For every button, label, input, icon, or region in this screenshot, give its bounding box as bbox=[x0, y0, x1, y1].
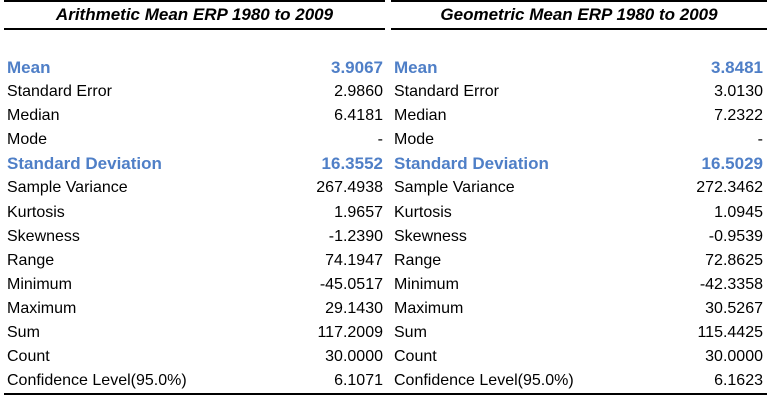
stat-value: 272.3462 bbox=[696, 179, 763, 197]
stat-row: Median 7.2322 bbox=[391, 104, 771, 128]
stat-value: 6.4181 bbox=[334, 107, 383, 125]
stat-value: 1.0945 bbox=[714, 203, 763, 221]
stat-value: 74.1947 bbox=[325, 251, 383, 269]
stat-label: Mean bbox=[7, 58, 51, 77]
stat-label: Sample Variance bbox=[7, 179, 128, 197]
stat-label: Sum bbox=[394, 324, 427, 342]
stat-row: Kurtosis 1.0945 bbox=[391, 201, 771, 225]
stat-value: -0.9539 bbox=[708, 227, 763, 245]
stat-row: Mean 3.8481 bbox=[391, 56, 771, 80]
stat-value: 115.4425 bbox=[697, 324, 763, 342]
stat-label: Maximum bbox=[394, 299, 464, 317]
stat-row: Sample Variance 267.4938 bbox=[0, 176, 391, 200]
stat-value: - bbox=[757, 131, 763, 149]
stat-label: Minimum bbox=[394, 275, 459, 293]
arithmetic-mean-panel: Arithmetic Mean ERP 1980 to 2009 Mean 3.9… bbox=[0, 0, 391, 393]
stat-label: Standard Error bbox=[394, 83, 499, 101]
stat-label: Confidence Level(95.0%) bbox=[394, 372, 574, 390]
stat-row: Sum 117.2009 bbox=[0, 321, 391, 345]
stat-row: Sum 115.4425 bbox=[391, 321, 771, 345]
stat-value: 3.8481 bbox=[711, 58, 763, 77]
stat-label: Sample Variance bbox=[394, 179, 515, 197]
stat-label: Range bbox=[394, 251, 442, 269]
stat-label: Mode bbox=[7, 131, 48, 149]
stat-label: Mean bbox=[394, 58, 438, 77]
stat-row: Maximum 29.1430 bbox=[0, 297, 391, 321]
stat-value: - bbox=[377, 131, 383, 149]
stat-value: -1.2390 bbox=[328, 227, 383, 245]
stat-row: Standard Deviation 16.3552 bbox=[0, 152, 391, 176]
stat-row: Confidence Level(95.0%) 6.1071 bbox=[0, 369, 391, 393]
stat-row: Mode - bbox=[391, 128, 771, 152]
stat-label: Sum bbox=[7, 324, 40, 342]
stat-row: Minimum -45.0517 bbox=[0, 273, 391, 297]
stat-label: Minimum bbox=[7, 275, 72, 293]
stat-row: Standard Deviation 16.5029 bbox=[391, 152, 771, 176]
stat-label: Skewness bbox=[7, 227, 80, 245]
stat-label: Mode bbox=[394, 131, 435, 149]
stat-row: Maximum 30.5267 bbox=[391, 297, 771, 321]
geometric-mean-title: Geometric Mean ERP 1980 to 2009 bbox=[391, 0, 767, 30]
stat-value: 30.0000 bbox=[705, 348, 763, 366]
stat-row: Sample Variance 272.3462 bbox=[391, 176, 771, 200]
stat-label: Standard Deviation bbox=[7, 154, 162, 174]
stat-value: 267.4938 bbox=[316, 179, 383, 197]
stat-value: 7.2322 bbox=[714, 107, 763, 125]
stat-row: Skewness -0.9539 bbox=[391, 225, 771, 249]
stat-value: 1.9657 bbox=[334, 203, 383, 221]
stat-row: Count 30.0000 bbox=[0, 345, 391, 369]
stat-label: Count bbox=[7, 348, 50, 366]
stat-value: 16.5029 bbox=[701, 154, 763, 174]
stat-value: 3.9067 bbox=[331, 58, 383, 77]
stat-row: Minimum -42.3358 bbox=[391, 273, 771, 297]
stat-value: 30.5267 bbox=[705, 299, 763, 317]
stat-value: -45.0517 bbox=[319, 275, 383, 293]
stat-value: 72.8625 bbox=[705, 251, 763, 269]
stat-row: Skewness -1.2390 bbox=[0, 225, 391, 249]
arithmetic-mean-rows: Mean 3.9067 Standard Error 2.9860 Median 6.… bbox=[0, 56, 391, 393]
stat-label: Maximum bbox=[7, 299, 77, 317]
stat-value: 2.9860 bbox=[334, 83, 383, 101]
stat-label: Confidence Level(95.0%) bbox=[7, 372, 187, 390]
stat-row: Range 72.8625 bbox=[391, 249, 771, 273]
stat-row: Mean 3.9067 bbox=[0, 56, 391, 80]
stat-row: Kurtosis 1.9657 bbox=[0, 201, 391, 225]
stat-value: 29.1430 bbox=[325, 299, 383, 317]
stat-row: Standard Error 3.0130 bbox=[391, 80, 771, 104]
stat-row: Median 6.4181 bbox=[0, 104, 391, 128]
geometric-mean-rows: Mean 3.8481 Standard Error 3.0130 Median 7.… bbox=[391, 56, 771, 393]
stat-row: Confidence Level(95.0%) 6.1623 bbox=[391, 369, 771, 393]
stat-row: Count 30.0000 bbox=[391, 345, 771, 369]
stat-row: Mode - bbox=[0, 128, 391, 152]
stat-label: Range bbox=[7, 251, 55, 269]
stat-label: Median bbox=[394, 107, 447, 125]
stat-value: 6.1071 bbox=[334, 372, 383, 390]
stat-value: 6.1623 bbox=[714, 372, 763, 390]
stat-value: 30.0000 bbox=[325, 348, 383, 366]
geometric-mean-panel: Geometric Mean ERP 1980 to 2009 Mean 3.84… bbox=[391, 0, 771, 393]
stat-label: Skewness bbox=[394, 227, 467, 245]
stat-row: Standard Error 2.9860 bbox=[0, 80, 391, 104]
stat-label: Standard Deviation bbox=[394, 154, 549, 174]
stat-value: 3.0130 bbox=[714, 83, 763, 101]
stat-label: Median bbox=[7, 107, 60, 125]
stat-label: Standard Error bbox=[7, 83, 112, 101]
bottom-rule bbox=[4, 393, 767, 395]
arithmetic-mean-title: Arithmetic Mean ERP 1980 to 2009 bbox=[4, 0, 385, 30]
stat-value: -42.3358 bbox=[699, 275, 763, 293]
stat-value: 16.3552 bbox=[321, 154, 383, 174]
stat-row: Range 74.1947 bbox=[0, 249, 391, 273]
stat-label: Count bbox=[394, 348, 437, 366]
stat-label: Kurtosis bbox=[7, 203, 65, 221]
stat-value: 117.2009 bbox=[317, 324, 383, 342]
stat-label: Kurtosis bbox=[394, 203, 452, 221]
